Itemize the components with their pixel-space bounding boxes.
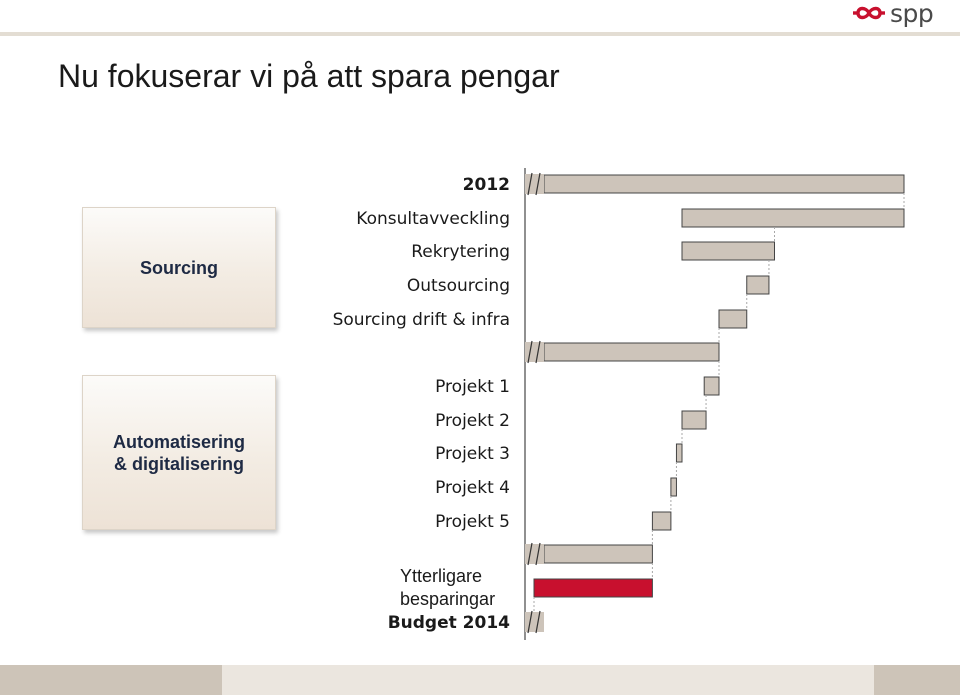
waterfall-bar-reduction (651, 511, 672, 531)
waterfall-bar-total (543, 342, 720, 362)
waterfall-bar-reduction (681, 208, 905, 228)
category-label: besparingar (400, 589, 495, 609)
waterfall-bar-reduction (681, 241, 775, 261)
category-label: Projekt 4 (435, 478, 510, 498)
footer-strip-left (0, 665, 222, 695)
category-label: Projekt 2 (435, 411, 510, 431)
axis-break-fill (525, 544, 544, 564)
category-label: Projekt 1 (435, 377, 510, 397)
category-label: Rekrytering (411, 242, 510, 262)
footer-strip-right (874, 665, 960, 695)
footer-strip-middle (222, 665, 874, 695)
axis-break-mark (527, 172, 533, 196)
axis-break-mark (527, 610, 533, 634)
axis-break-fill (525, 612, 544, 632)
waterfall-bar-reduction (681, 410, 707, 430)
axis-break-mark (535, 610, 541, 634)
waterfall-bar-total (543, 544, 653, 564)
group-box-sourcing: Sourcing (82, 207, 276, 328)
axis-break-mark (527, 340, 533, 364)
category-label: Sourcing drift & infra (333, 310, 510, 330)
waterfall-bar-reduction (718, 309, 748, 329)
waterfall-chart: 2012 Konsultavveckling Rekrytering Outsourc… (333, 168, 905, 640)
category-label: Budget 2014 (388, 613, 510, 633)
category-label: Projekt 3 (435, 444, 510, 464)
axis-break-mark (535, 542, 541, 566)
page-title: Nu fokuserar vi på att spara pengar (58, 58, 560, 94)
axis-break-fill (525, 174, 544, 194)
header-rule (0, 32, 960, 36)
waterfall-bar-reduction (703, 376, 720, 396)
waterfall-bar-reduction (675, 443, 683, 463)
axis-break-mark (527, 542, 533, 566)
axis-break-fill (525, 342, 544, 362)
axis-break-mark (535, 340, 541, 364)
waterfall-bar-reduction (670, 477, 677, 497)
waterfall-bar-total (543, 174, 905, 194)
infinity-chain-logo-icon (853, 6, 885, 20)
category-label: Konsultavveckling (356, 209, 510, 229)
category-label: Ytterligare (400, 566, 482, 586)
category-label: Projekt 5 (435, 512, 510, 532)
category-label: Outsourcing (407, 276, 510, 296)
group-box-automation: Automatisering & digitalisering (82, 375, 276, 530)
category-label: 2012 (463, 175, 510, 195)
brand-name: spp (890, 0, 934, 28)
waterfall-bar-reduction (746, 275, 770, 295)
waterfall-bar-highlight (533, 578, 653, 598)
axis-break-mark (535, 172, 541, 196)
